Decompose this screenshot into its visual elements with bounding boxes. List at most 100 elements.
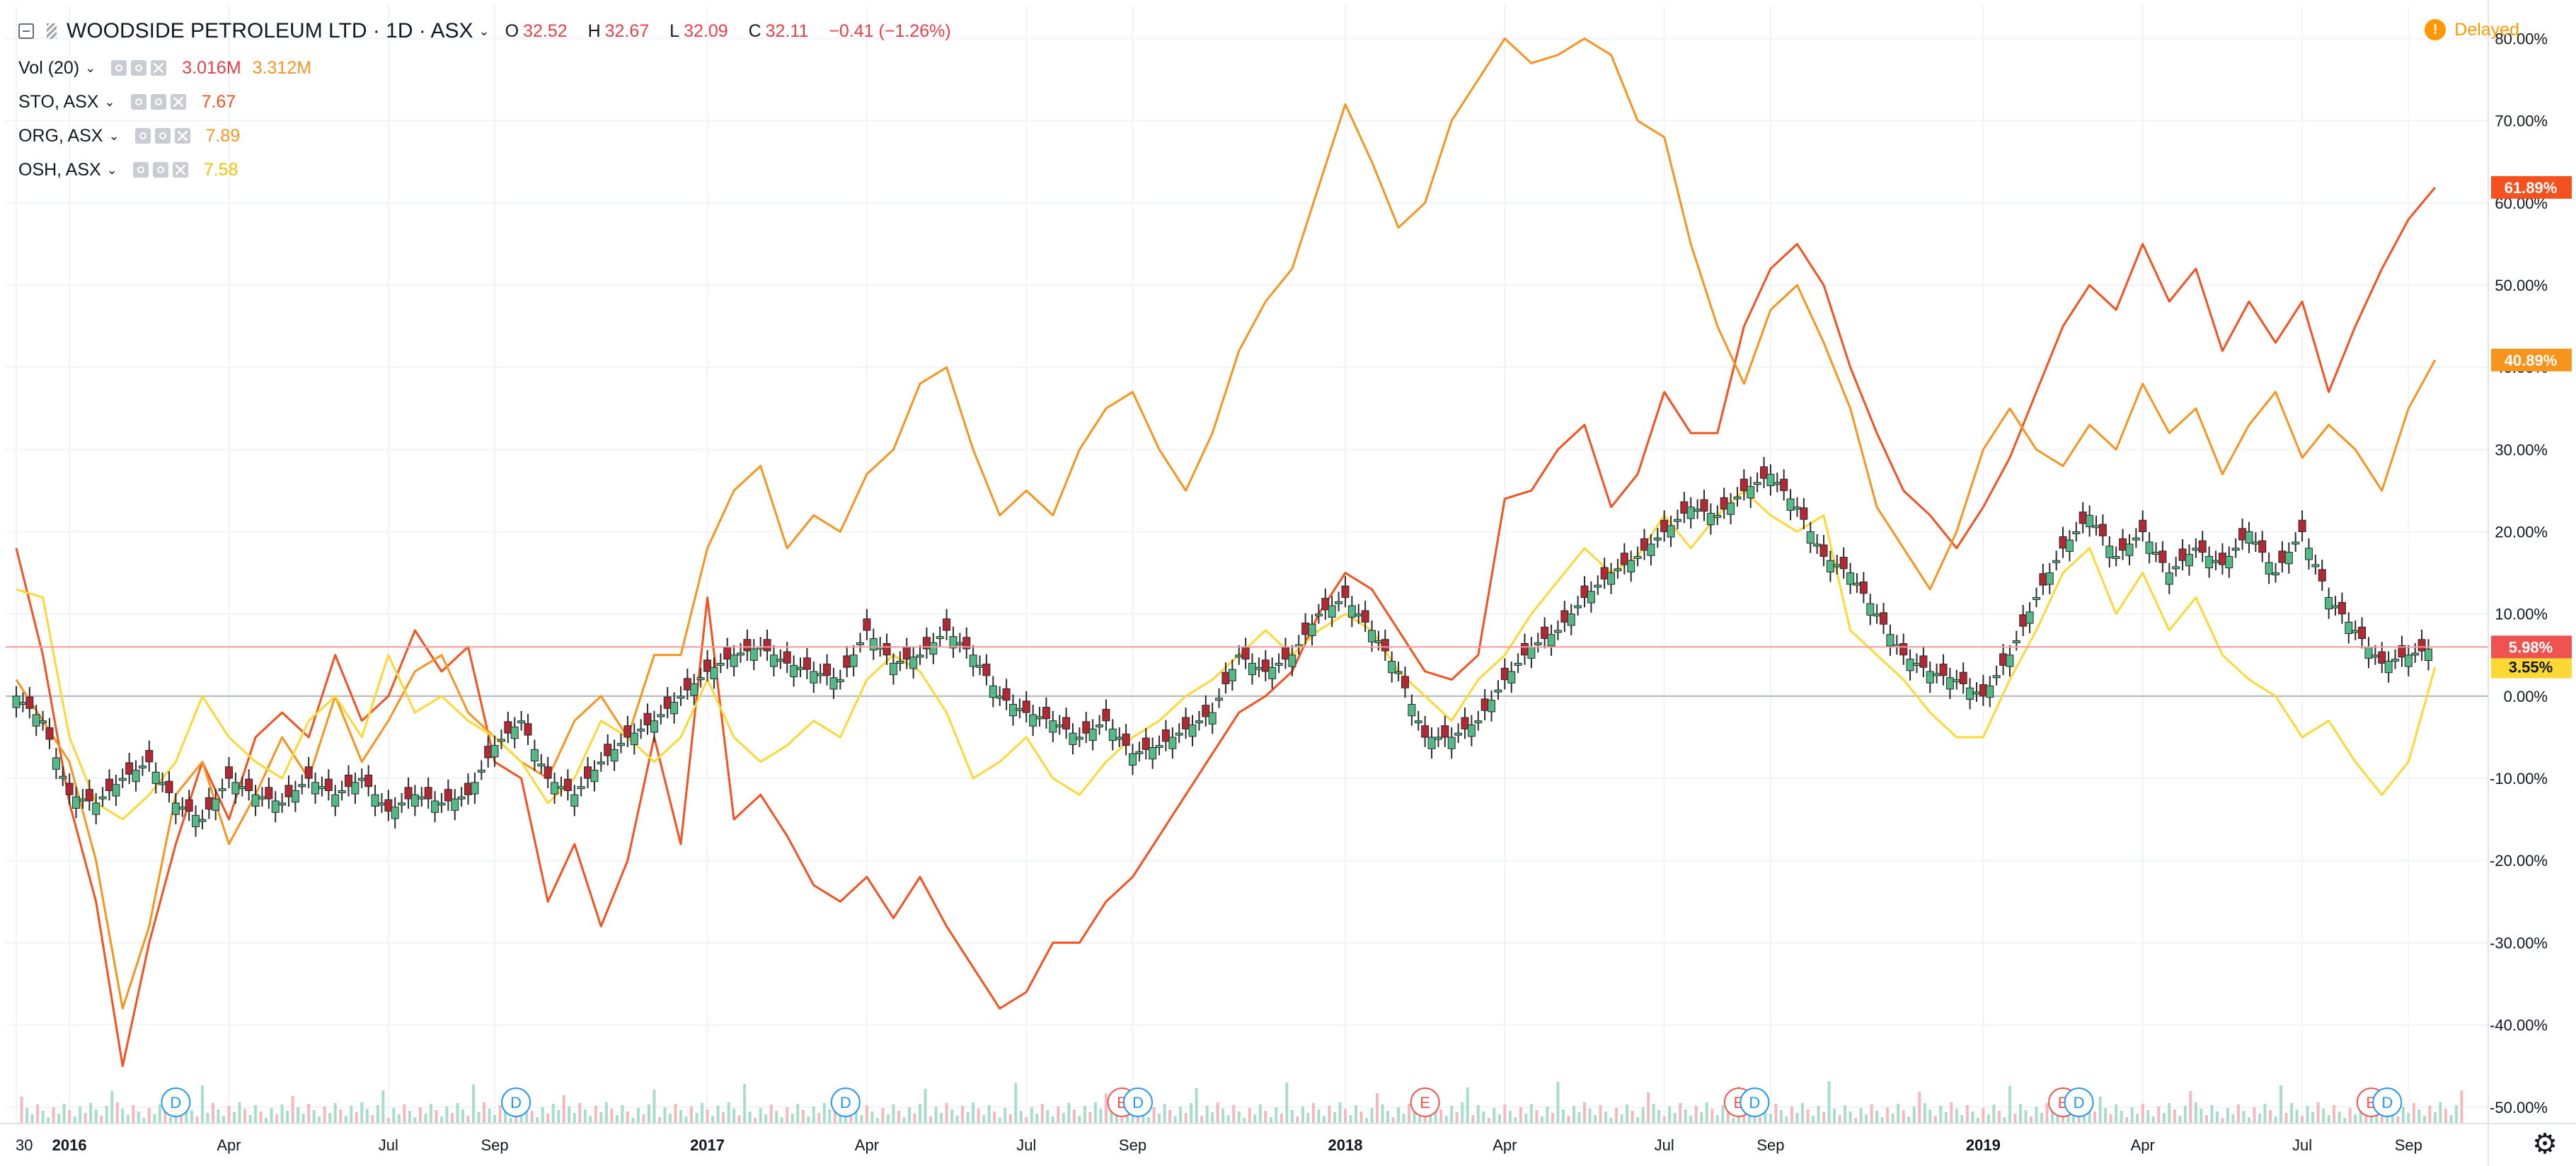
candle[interactable] — [1740, 478, 1748, 491]
candle[interactable] — [1268, 666, 1277, 679]
candle[interactable] — [2284, 552, 2293, 565]
candle[interactable] — [657, 714, 665, 717]
candle[interactable] — [2331, 605, 2340, 608]
candle[interactable] — [1766, 473, 1775, 486]
dividend-marker[interactable] — [501, 1087, 531, 1117]
candle[interactable] — [1514, 662, 1522, 666]
candle[interactable] — [2371, 654, 2379, 658]
series-line-org[interactable] — [15, 37, 2437, 1010]
candle[interactable] — [829, 677, 838, 690]
candle[interactable] — [1301, 622, 1310, 635]
candle[interactable] — [1480, 698, 1489, 711]
candle[interactable] — [1494, 689, 1502, 693]
candle[interactable] — [205, 797, 213, 810]
candle[interactable] — [1374, 640, 1383, 643]
candle[interactable] — [1461, 717, 1469, 729]
candle[interactable] — [165, 780, 173, 793]
candle[interactable] — [530, 749, 539, 762]
candle[interactable] — [2112, 555, 2120, 559]
dividend-marker[interactable] — [2064, 1087, 2094, 1117]
candle[interactable] — [1926, 671, 1934, 683]
candle[interactable] — [610, 749, 619, 762]
chevron-down-icon[interactable]: ⌄ — [85, 60, 96, 75]
candle[interactable] — [869, 638, 878, 651]
candle[interactable] — [490, 745, 499, 758]
indicator-label[interactable]: STO, ASX — [18, 91, 99, 112]
candle[interactable] — [178, 807, 187, 810]
candle[interactable] — [1135, 751, 1144, 754]
collapse-legend-icon[interactable] — [18, 23, 34, 39]
candle[interactable] — [2411, 652, 2420, 656]
candle[interactable] — [1747, 486, 1755, 499]
candle[interactable] — [1088, 728, 1097, 741]
candle[interactable] — [1953, 679, 1961, 683]
candle[interactable] — [1833, 564, 1841, 567]
candle[interactable] — [231, 782, 240, 795]
candle[interactable] — [1753, 482, 1761, 485]
candle[interactable] — [145, 750, 154, 763]
candle[interactable] — [843, 655, 851, 668]
candle[interactable] — [471, 782, 479, 795]
candle[interactable] — [25, 696, 34, 709]
candle[interactable] — [823, 664, 832, 676]
candle[interactable] — [743, 639, 752, 652]
candle[interactable] — [1560, 610, 1569, 623]
candle[interactable] — [737, 652, 745, 656]
candle[interactable] — [763, 639, 771, 652]
candle[interactable] — [1826, 560, 1834, 572]
candle[interactable] — [364, 774, 373, 787]
candle[interactable] — [1427, 737, 1436, 749]
candle[interactable] — [1880, 612, 1888, 625]
candle[interactable] — [696, 677, 705, 681]
candle[interactable] — [955, 642, 964, 645]
candle[interactable] — [783, 651, 791, 664]
candle[interactable] — [1208, 712, 1217, 725]
candle[interactable] — [1939, 664, 1948, 676]
candle[interactable] — [916, 654, 924, 658]
candle[interactable] — [637, 728, 645, 732]
candle[interactable] — [125, 762, 134, 775]
candle[interactable] — [1175, 732, 1183, 736]
candle[interactable] — [218, 788, 226, 792]
candle[interactable] — [2417, 639, 2426, 652]
candle[interactable] — [962, 637, 971, 650]
candle[interactable] — [1474, 720, 1483, 724]
candle[interactable] — [2045, 572, 2054, 585]
candle[interactable] — [2039, 573, 2047, 586]
candle[interactable] — [284, 785, 293, 797]
candle[interactable] — [377, 802, 386, 806]
dividend-marker[interactable] — [1740, 1087, 1770, 1117]
candle[interactable] — [311, 782, 320, 795]
candle[interactable] — [1255, 666, 1263, 670]
candle[interactable] — [291, 790, 299, 803]
candle[interactable] — [1640, 538, 1649, 551]
candle[interactable] — [551, 782, 559, 795]
delayed-badge[interactable]: ! Delayed — [2425, 14, 2519, 45]
candle[interactable] — [1155, 745, 1163, 749]
candle[interactable] — [1819, 544, 1828, 557]
candle[interactable] — [265, 787, 273, 800]
candle[interactable] — [1381, 639, 1389, 652]
candle[interactable] — [2125, 543, 2134, 556]
candle[interactable] — [2272, 572, 2280, 576]
candle[interactable] — [949, 636, 958, 649]
candle[interactable] — [1786, 498, 1795, 511]
candle[interactable] — [2278, 550, 2287, 563]
candle[interactable] — [1945, 677, 1954, 690]
candle[interactable] — [2351, 630, 2359, 633]
candle[interactable] — [1022, 700, 1030, 713]
candle[interactable] — [1235, 654, 1243, 658]
candle[interactable] — [1600, 567, 1609, 579]
candle[interactable] — [882, 643, 891, 656]
candle[interactable] — [597, 761, 605, 765]
candle[interactable] — [683, 678, 691, 691]
candle[interactable] — [1541, 626, 1549, 640]
candle[interactable] — [198, 819, 207, 822]
candle[interactable] — [431, 800, 439, 813]
candle[interactable] — [112, 784, 120, 797]
candle[interactable] — [803, 657, 811, 670]
candle[interactable] — [2105, 546, 2114, 558]
candle[interactable] — [1660, 519, 1669, 533]
indicator-row-volume[interactable]: Vol (20) ⌄ 3.016M 3.312M — [18, 52, 311, 83]
